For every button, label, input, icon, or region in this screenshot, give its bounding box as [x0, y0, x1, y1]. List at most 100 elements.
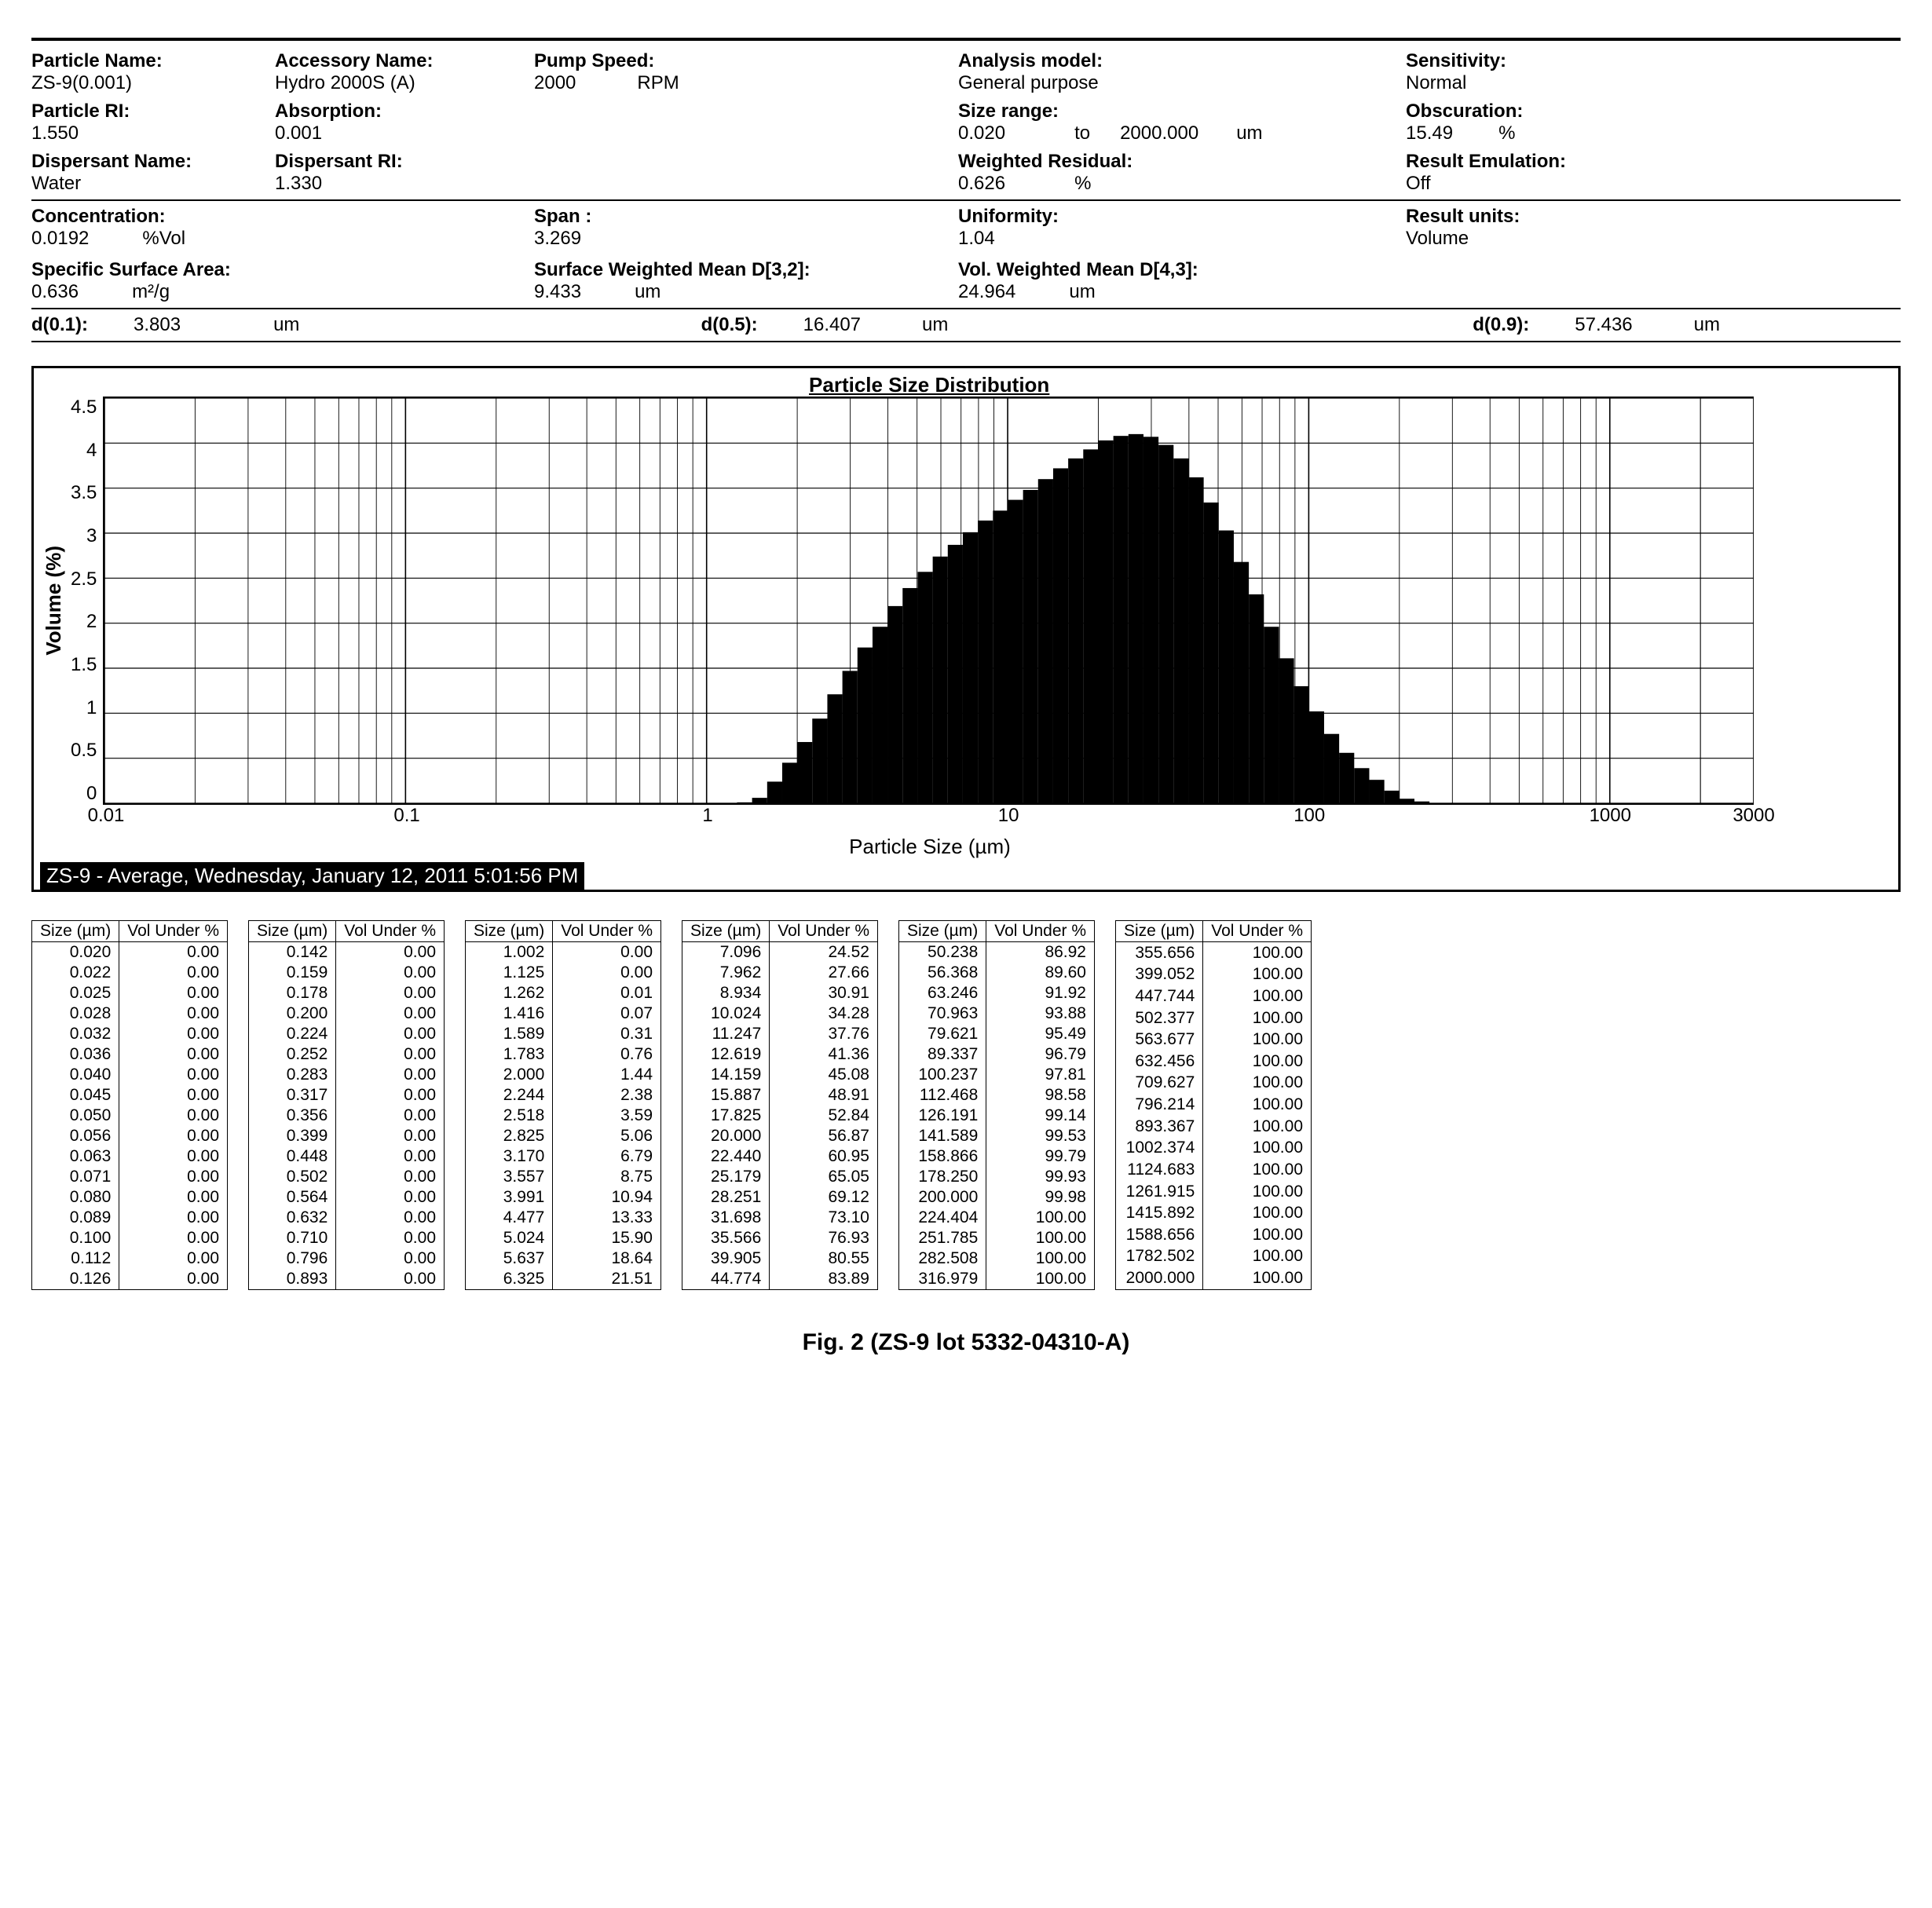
table-cell: 3.170	[466, 1146, 553, 1167]
chart-xticks: 0.010.111010010003000	[106, 805, 1754, 833]
particle-name-value: ZS-9(0.001)	[31, 72, 275, 94]
table-cell: 100.00	[1203, 1116, 1312, 1138]
table-cell: 100.00	[1203, 1159, 1312, 1181]
table-cell: 1415.892	[1116, 1202, 1203, 1224]
table-cell: 1.589	[466, 1024, 553, 1044]
table-row: 563.677100.00	[1116, 1029, 1312, 1051]
weighted-residual-label: Weighted Residual:	[958, 151, 1406, 173]
table-row: 0.0450.00	[32, 1085, 228, 1106]
table-row: 3.5578.75	[466, 1167, 661, 1187]
header-row-4: Concentration: 0.0192 %Vol Span : 3.269 …	[31, 206, 1901, 250]
table-row: 1.0020.00	[466, 942, 661, 963]
ytick: 2.5	[71, 568, 97, 590]
ytick: 2	[86, 611, 97, 633]
concentration-unit: %Vol	[142, 228, 185, 250]
table-cell: 86.92	[986, 942, 1095, 963]
table-cell: 44.774	[682, 1269, 770, 1290]
table-row: 50.23886.92	[899, 942, 1095, 963]
table-row: 12.61941.36	[682, 1044, 878, 1065]
table-row: 0.0500.00	[32, 1106, 228, 1126]
table-cell: 27.66	[770, 963, 878, 983]
vwm-unit: um	[1069, 281, 1095, 303]
table-row: 178.25099.93	[899, 1167, 1095, 1187]
table-row: 10.02434.28	[682, 1003, 878, 1024]
dispersant-name-value: Water	[31, 173, 275, 195]
table-cell: 5.637	[466, 1248, 553, 1269]
chart-title: Particle Size Distribution	[104, 373, 1754, 397]
table-row: 1.5890.31	[466, 1024, 661, 1044]
table-row: 0.1260.00	[32, 1269, 228, 1290]
table-row: 11.24737.76	[682, 1024, 878, 1044]
table-cell: 0.710	[249, 1228, 336, 1248]
table-cell: 0.00	[119, 942, 228, 963]
report-page: Particle Name: ZS-9(0.001) Accessory Nam…	[31, 38, 1901, 1356]
table-row: 35.56676.93	[682, 1228, 878, 1248]
table-cell: 73.10	[770, 1208, 878, 1228]
pump-speed-value: 2000	[534, 72, 576, 94]
table-cell: 15.90	[553, 1228, 661, 1248]
table-row: 3.1706.79	[466, 1146, 661, 1167]
table-row: 0.4480.00	[249, 1146, 445, 1167]
obscuration-value: 15.49	[1406, 122, 1453, 144]
table-cell: 2.000	[466, 1065, 553, 1085]
table-row: 5.63718.64	[466, 1248, 661, 1269]
table-cell: 0.028	[32, 1003, 119, 1024]
table-cell: 31.698	[682, 1208, 770, 1228]
table-cell: 100.00	[1203, 1029, 1312, 1051]
table-cell: 0.025	[32, 983, 119, 1003]
table-cell: 0.022	[32, 963, 119, 983]
table-cell: 100.00	[986, 1228, 1095, 1248]
table-row: 0.0560.00	[32, 1126, 228, 1146]
header-row-5: Specific Surface Area: 0.636 m²/g Surfac…	[31, 259, 1901, 303]
table-row: 3.99110.94	[466, 1187, 661, 1208]
table-row: 447.744100.00	[1116, 985, 1312, 1007]
table-row: 282.508100.00	[899, 1248, 1095, 1269]
table-cell: 0.00	[336, 1065, 445, 1085]
table-cell: 100.00	[1203, 942, 1312, 964]
data-table: Size (µm)Vol Under %355.656100.00399.052…	[1115, 920, 1312, 1290]
d09-label: d(0.9):	[1473, 314, 1529, 336]
table-row: 0.8930.00	[249, 1269, 445, 1290]
xtick: 1	[702, 805, 712, 827]
table-cell: 0.632	[249, 1208, 336, 1228]
table-cell: 0.00	[336, 1106, 445, 1126]
table-row: 0.5020.00	[249, 1167, 445, 1187]
table-row: 1261.915100.00	[1116, 1181, 1312, 1203]
table-cell: 0.00	[119, 1187, 228, 1208]
table-cell: 0.00	[336, 942, 445, 963]
table-cell: 83.89	[770, 1269, 878, 1290]
table-cell: 0.050	[32, 1106, 119, 1126]
particle-name-label: Particle Name:	[31, 50, 275, 72]
data-table: Size (µm)Vol Under %0.1420.000.1590.000.…	[248, 920, 445, 1290]
table-cell: 21.51	[553, 1269, 661, 1290]
swm-value: 9.433	[534, 281, 581, 303]
swm-unit: um	[635, 281, 660, 303]
table-cell: 224.404	[899, 1208, 986, 1228]
table-row: 63.24691.92	[899, 983, 1095, 1003]
table-cell: 7.962	[682, 963, 770, 983]
table-cell: 70.963	[899, 1003, 986, 1024]
table-cell: 0.00	[336, 1248, 445, 1269]
table-cell: 100.00	[986, 1208, 1095, 1228]
table-cell: 41.36	[770, 1044, 878, 1065]
table-cell: 100.00	[986, 1248, 1095, 1269]
table-cell: 100.00	[1203, 1246, 1312, 1268]
table-cell: 0.056	[32, 1126, 119, 1146]
table-row: 1.2620.01	[466, 983, 661, 1003]
table-row: 0.2240.00	[249, 1024, 445, 1044]
table-cell: 0.071	[32, 1167, 119, 1187]
table-cell: 0.76	[553, 1044, 661, 1065]
table-row: 0.0630.00	[32, 1146, 228, 1167]
table-row: 0.0250.00	[32, 983, 228, 1003]
table-cell: 50.238	[899, 942, 986, 963]
table-row: 158.86699.79	[899, 1146, 1095, 1167]
table-cell: 0.00	[119, 1228, 228, 1248]
table-header: Size (µm)	[32, 921, 119, 942]
table-cell: 0.224	[249, 1024, 336, 1044]
table-cell: 796.214	[1116, 1094, 1203, 1116]
size-range-from: 0.020	[958, 122, 1005, 144]
data-table: Size (µm)Vol Under %1.0020.001.1250.001.…	[465, 920, 661, 1290]
table-cell: 100.00	[1203, 1267, 1312, 1289]
particle-ri-value: 1.550	[31, 122, 275, 144]
table-cell: 0.045	[32, 1085, 119, 1106]
